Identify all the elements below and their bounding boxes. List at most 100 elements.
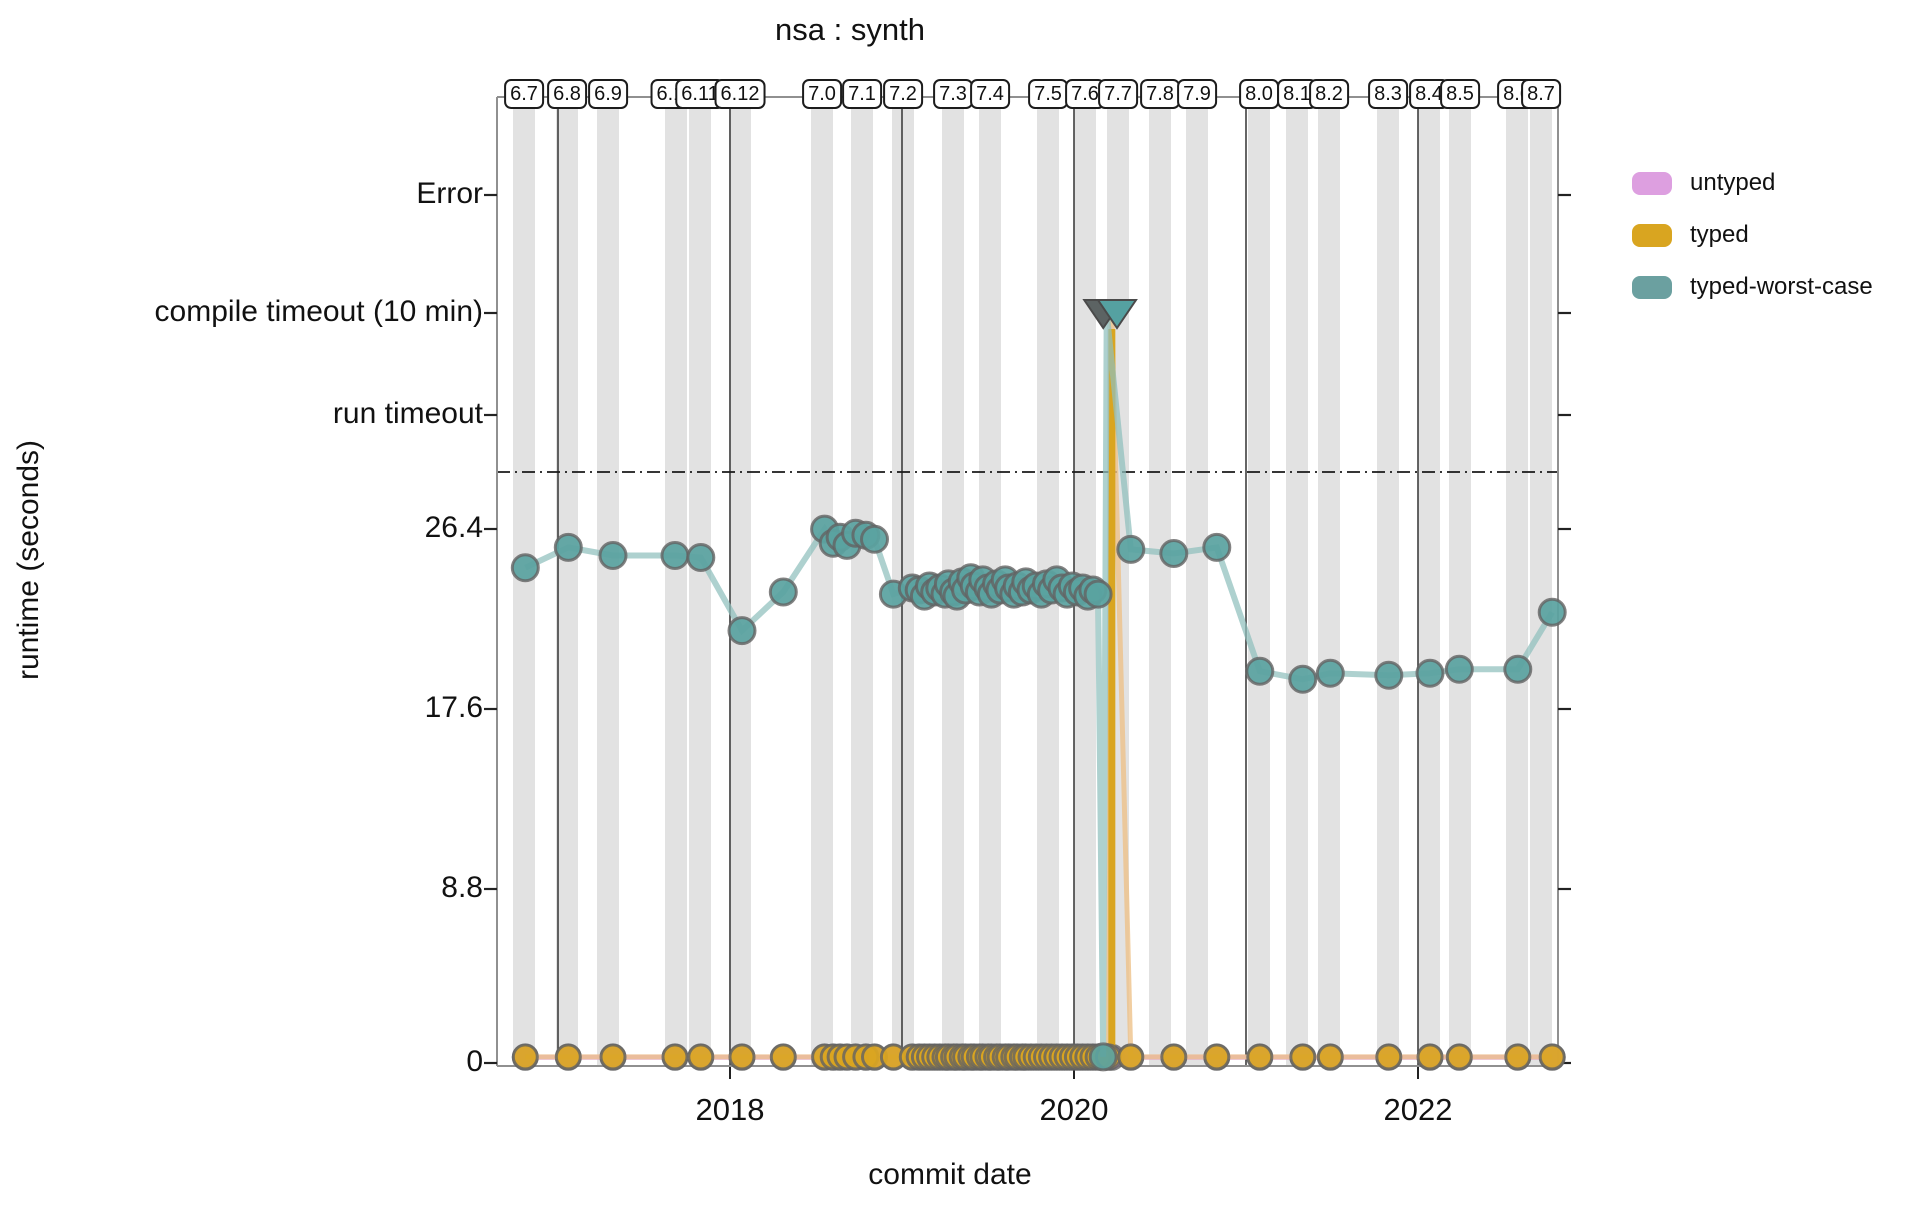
y-tick-label: 26.4 — [424, 511, 483, 544]
version-band — [1149, 97, 1171, 1066]
data-point-typed-worst-case — [598, 541, 628, 570]
chart-title: nsa : synth — [775, 12, 925, 47]
y-tick-label: compile timeout (10 min) — [154, 295, 483, 328]
version-band — [597, 97, 619, 1066]
data-point-typed-worst-case — [1374, 660, 1404, 690]
data-point-typed — [511, 1043, 539, 1071]
data-point-typed-worst-case — [860, 524, 889, 554]
legend-label: typed-worst-case — [1690, 273, 1873, 300]
x-tick-label: 2020 — [1039, 1092, 1109, 1127]
data-point-typed-worst-case — [660, 541, 690, 570]
version-label-box: 8.7 — [1521, 79, 1561, 109]
version-label-box: 7.8 — [1140, 79, 1180, 109]
version-band — [1418, 97, 1440, 1066]
legend-swatch — [1632, 275, 1672, 299]
y-axis-title: runtime (seconds) — [12, 439, 45, 681]
data-point-typed — [1445, 1043, 1473, 1071]
legend-item-untyped: untyped — [1632, 168, 1775, 198]
version-band — [729, 97, 751, 1066]
data-point-typed — [1416, 1043, 1444, 1071]
legend-label: untyped — [1690, 169, 1776, 196]
data-point-typed-worst-case — [1315, 658, 1345, 688]
version-label-box: 7.3 — [933, 79, 973, 109]
version-band — [556, 97, 578, 1066]
data-point-typed-worst-case — [727, 616, 757, 646]
data-point-typed — [1504, 1043, 1532, 1071]
data-point-typed — [1246, 1043, 1274, 1071]
data-point-typed-worst-case — [1159, 539, 1189, 568]
version-band — [1530, 97, 1552, 1066]
data-point-typed — [1203, 1043, 1231, 1071]
data-point-typed-worst-case — [1202, 532, 1232, 562]
version-band — [1506, 97, 1528, 1066]
data-point-typed-worst-case — [1537, 597, 1567, 627]
data-point-typed-worst-case — [1444, 654, 1474, 684]
data-point-typed-worst-case — [1415, 658, 1445, 688]
data-point-typed — [1117, 1043, 1145, 1071]
data-point-typed-worst-case — [510, 553, 540, 583]
version-label-box: 8.2 — [1309, 79, 1349, 109]
version-band — [1248, 97, 1270, 1066]
data-point-typed — [687, 1043, 715, 1071]
data-point-typed — [1538, 1043, 1566, 1071]
series-typed — [511, 312, 1566, 1071]
data-point-typed-worst-case — [768, 577, 798, 607]
data-point-typed-worst-case — [1245, 656, 1275, 686]
legend-item-typed-worst-case: typed-worst-case — [1632, 272, 1873, 302]
version-label-box: 7.0 — [802, 79, 842, 109]
version-label-box: 7.2 — [883, 79, 923, 109]
legend-swatch — [1632, 223, 1672, 247]
data-point-typed — [1316, 1043, 1344, 1071]
timeout-triangle-marker — [1096, 299, 1138, 330]
version-label-box: 7.4 — [970, 79, 1010, 109]
data-point-typed-worst-case — [1083, 579, 1113, 609]
version-label-box: 7.1 — [842, 79, 882, 109]
version-band — [689, 97, 711, 1066]
version-band — [1318, 97, 1340, 1066]
data-point-typed — [599, 1043, 627, 1071]
series-typed-worst-case — [510, 312, 1567, 1072]
legend-swatch — [1632, 171, 1672, 195]
version-band — [665, 97, 687, 1066]
x-axis-title: commit date — [868, 1158, 1032, 1191]
data-point-typed — [1375, 1043, 1403, 1071]
version-label-box: 6.9 — [588, 79, 628, 109]
data-point-typed-worst-case — [1088, 1042, 1118, 1072]
version-label-box: 6.7 — [504, 79, 544, 109]
data-point-typed — [1160, 1043, 1188, 1071]
version-band — [1377, 97, 1399, 1066]
data-point-typed — [661, 1043, 689, 1071]
data-point-typed — [554, 1043, 582, 1071]
version-band — [1186, 97, 1208, 1066]
version-label-box: 6.12 — [714, 79, 766, 109]
data-point-typed — [1289, 1043, 1317, 1071]
version-label-box: 8.5 — [1440, 79, 1480, 109]
y-tick-label: 17.6 — [424, 691, 483, 724]
data-point-typed-worst-case — [1116, 534, 1146, 564]
x-tick-label: 2022 — [1383, 1092, 1453, 1127]
version-band — [811, 97, 833, 1066]
data-point-typed-worst-case — [553, 532, 583, 562]
version-label-box: 8.3 — [1368, 79, 1408, 109]
version-label-box: 7.9 — [1177, 79, 1217, 109]
legend-label: typed — [1690, 221, 1749, 248]
version-label-box: 7.5 — [1028, 79, 1068, 109]
version-label-box: 6.8 — [547, 79, 587, 109]
y-tick-label: Error — [416, 177, 483, 210]
version-label-box: 7.7 — [1098, 79, 1138, 109]
y-tick-label: 8.8 — [441, 871, 483, 904]
version-band — [1286, 97, 1308, 1066]
data-point-typed — [728, 1043, 756, 1071]
version-band — [1449, 97, 1471, 1066]
y-tick-label: 0 — [466, 1045, 483, 1078]
x-tick-label: 2018 — [695, 1092, 765, 1127]
version-band — [851, 97, 873, 1066]
data-point-typed-worst-case — [686, 543, 716, 572]
data-point-typed-worst-case — [1288, 664, 1318, 694]
y-tick-label: run timeout — [332, 397, 483, 430]
legend-item-typed: typed — [1632, 220, 1749, 250]
data-point-typed-worst-case — [1503, 654, 1533, 684]
version-label-box: 8.0 — [1239, 79, 1279, 109]
